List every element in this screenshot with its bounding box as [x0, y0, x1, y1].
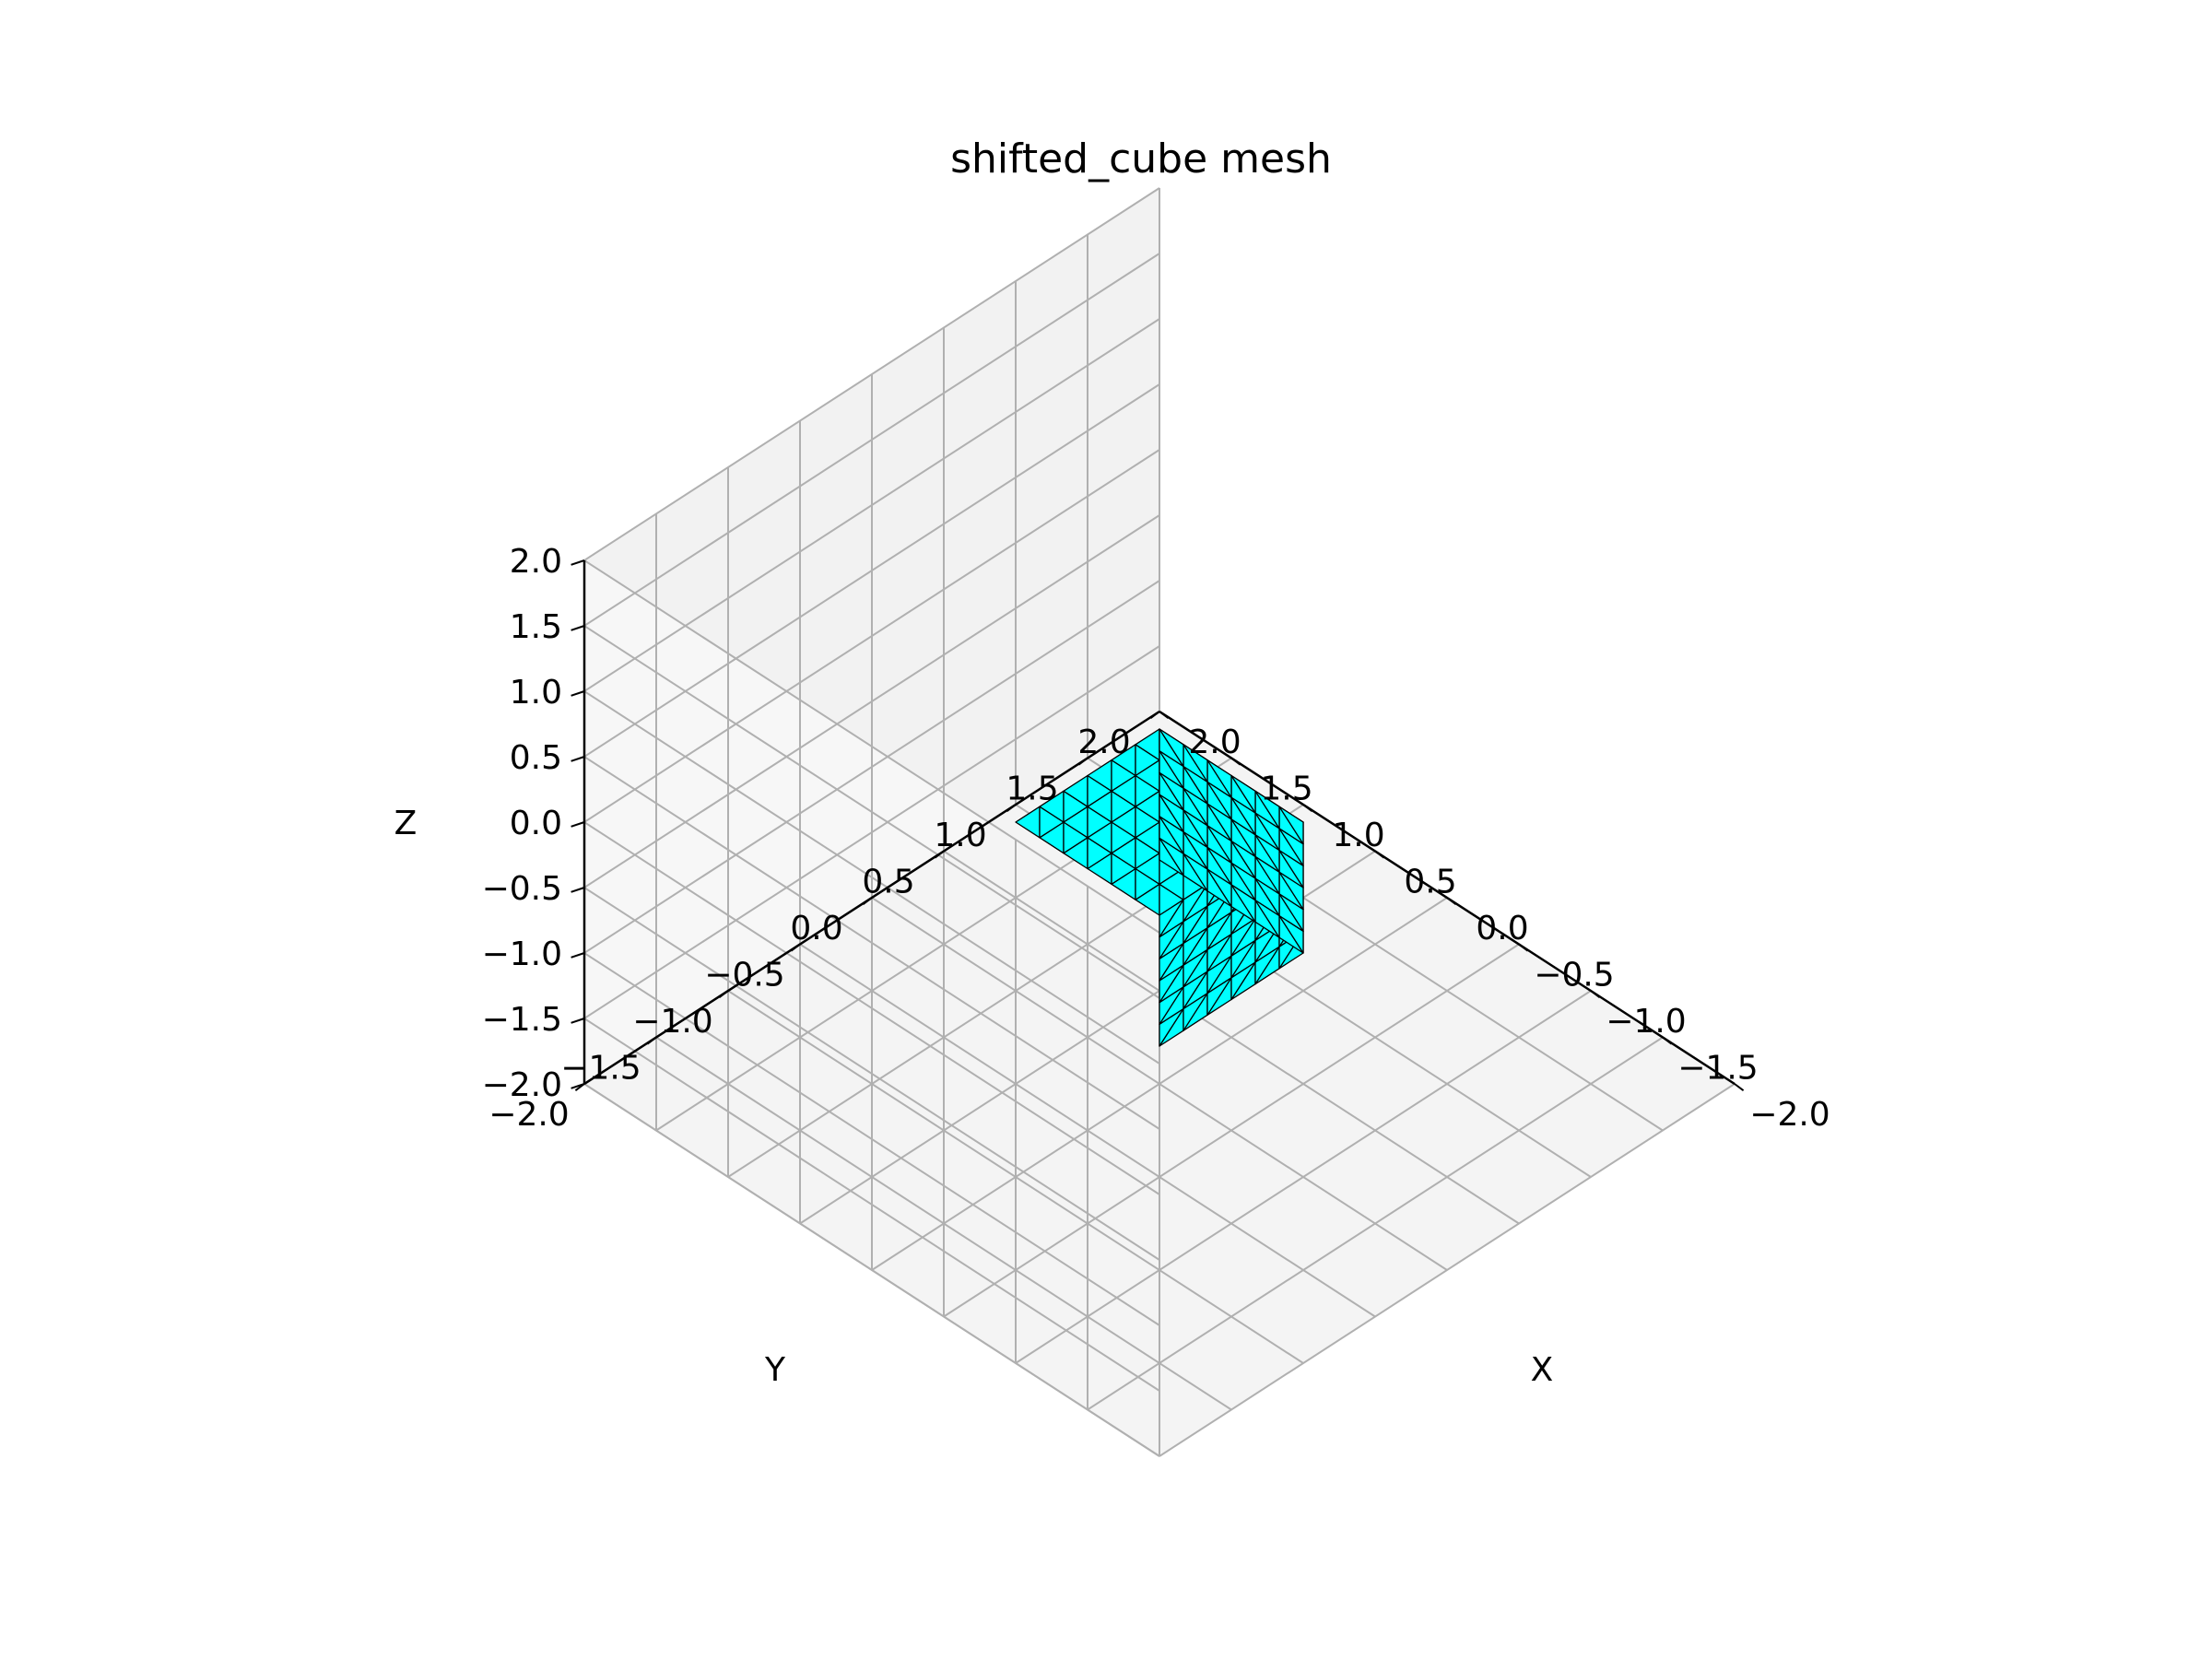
y-axis-label: Y: [764, 1351, 786, 1389]
x-tick: [1662, 1036, 1673, 1045]
mesh-right-triangle: [1182, 744, 1208, 782]
y-tick: [1006, 804, 1017, 813]
x-tick-label: 2.0: [1188, 724, 1241, 761]
z-tick: [571, 887, 585, 893]
axis-lines: [571, 559, 1745, 1091]
z-tick-label: −1.5: [482, 1001, 562, 1039]
z-tick-label: 0.0: [510, 805, 562, 842]
z-tick: [571, 559, 585, 566]
y-tick-label: 2.0: [1077, 724, 1130, 761]
right-grid-line: [583, 821, 1160, 1195]
y-tick: [718, 990, 729, 998]
left-grid-line: [583, 449, 1160, 823]
x-tick: [1590, 990, 1601, 998]
x-tick: [1374, 850, 1385, 859]
x-tick: [1734, 1083, 1745, 1091]
z-tick-label: −1.0: [482, 935, 562, 973]
x-tick-label: −0.5: [1534, 957, 1614, 994]
mesh-left-triangle: [1182, 883, 1208, 923]
floor-grid-line: [943, 850, 1520, 1225]
right-grid-line: [583, 625, 1160, 999]
x-tick: [1518, 943, 1529, 952]
y-tick: [934, 850, 945, 859]
left-grid-line: [583, 383, 1160, 758]
y-tick: [1149, 711, 1160, 720]
x-tick-label: −1.0: [1606, 1003, 1686, 1041]
z-tick-label: 1.0: [510, 674, 562, 712]
y-tick-label: 0.0: [790, 910, 842, 947]
left-grid-line: [583, 318, 1160, 692]
right-grid-line: [583, 756, 1160, 1130]
x-tick-label: 0.0: [1476, 910, 1528, 947]
mesh-right-triangle: [1230, 774, 1256, 814]
x-tick-label: 1.5: [1260, 771, 1312, 808]
y-tick-label: 1.0: [934, 817, 986, 854]
right-grid-line: [583, 559, 1160, 934]
x-tick: [1446, 897, 1457, 906]
chart-title: shifted_cube mesh: [950, 135, 1332, 182]
x-tick-label: 1.0: [1332, 817, 1384, 854]
mesh-right-triangle: [1278, 806, 1304, 845]
y-tick: [646, 1036, 657, 1045]
z-tick: [571, 1018, 585, 1024]
z-tick: [571, 756, 585, 762]
z-tick: [571, 821, 585, 828]
x-tick: [1302, 804, 1313, 813]
z-tick-label: 2.0: [510, 543, 562, 581]
x-tick-label: −2.0: [1749, 1096, 1830, 1134]
cube-mesh: [1015, 728, 1304, 1047]
mesh-left-triangle: [1159, 899, 1184, 938]
x-tick-label: −1.5: [1677, 1050, 1758, 1088]
y-tick-label: −2.0: [488, 1096, 569, 1134]
y-tick-label: −0.5: [704, 957, 784, 994]
z-tick: [571, 952, 585, 959]
floor-grid-line: [871, 897, 1448, 1271]
x-tick: [1230, 757, 1241, 766]
right-grid-line: [583, 690, 1160, 1065]
y-tick: [790, 943, 801, 952]
y-tick: [1077, 757, 1088, 766]
mesh-right-triangle: [1254, 790, 1280, 830]
z-tick-label: −2.0: [482, 1066, 562, 1104]
left-grid-line: [583, 253, 1160, 627]
y-tick-label: −1.5: [560, 1050, 641, 1088]
mesh-right-triangle: [1206, 759, 1232, 798]
y-tick: [862, 897, 873, 906]
z-tick: [571, 690, 585, 697]
left-grid-line: [583, 187, 1160, 561]
x-tick: [1159, 711, 1170, 720]
z-tick-label: 1.5: [510, 608, 562, 646]
mesh-right-triangle: [1159, 728, 1184, 768]
y-tick-label: 1.5: [1006, 771, 1058, 808]
z-tick-label: 0.5: [510, 739, 562, 777]
z-tick: [571, 1083, 585, 1089]
y-tick-label: 0.5: [862, 864, 914, 901]
z-axis-label: Z: [394, 805, 418, 842]
x-tick-label: 0.5: [1404, 864, 1456, 901]
x-axis-label: X: [1531, 1351, 1554, 1389]
y-tick-label: −1.0: [632, 1003, 712, 1041]
z-tick-label: −0.5: [482, 870, 562, 908]
z-tick: [571, 625, 585, 631]
tick-labels: −2.0−2.0−2.0 −1.5−1.5−1.5 −1.0−1.0−1.0−0.5…: [482, 543, 1830, 1134]
